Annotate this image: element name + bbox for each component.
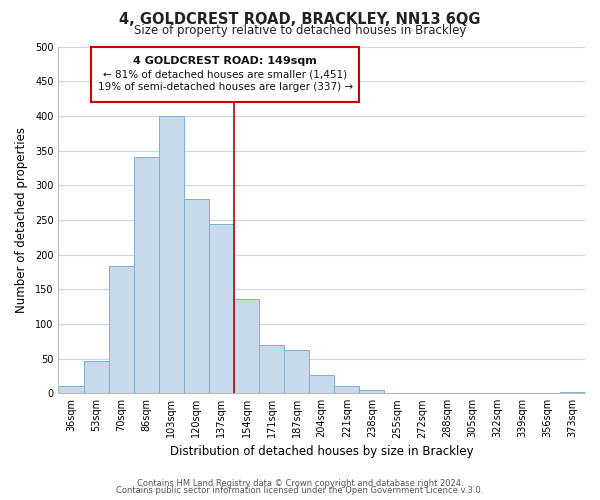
Text: 4, GOLDCREST ROAD, BRACKLEY, NN13 6QG: 4, GOLDCREST ROAD, BRACKLEY, NN13 6QG: [119, 12, 481, 26]
Bar: [234, 299, 259, 393]
Bar: [109, 266, 134, 393]
Bar: [560, 392, 585, 393]
Bar: [284, 350, 309, 393]
X-axis label: Distribution of detached houses by size in Brackley: Distribution of detached houses by size …: [170, 444, 473, 458]
Bar: [58, 386, 83, 393]
Bar: [184, 199, 209, 393]
Text: 19% of semi-detached houses are larger (337) →: 19% of semi-detached houses are larger (…: [98, 82, 353, 92]
Bar: [159, 116, 184, 393]
Bar: [259, 344, 284, 393]
Text: Contains HM Land Registry data © Crown copyright and database right 2024.: Contains HM Land Registry data © Crown c…: [137, 478, 463, 488]
Text: Size of property relative to detached houses in Brackley: Size of property relative to detached ho…: [134, 24, 466, 37]
Bar: [309, 375, 334, 393]
Text: Contains public sector information licensed under the Open Government Licence v.: Contains public sector information licen…: [116, 486, 484, 495]
Bar: [134, 158, 159, 393]
Text: 4 GOLDCREST ROAD: 149sqm: 4 GOLDCREST ROAD: 149sqm: [133, 56, 317, 66]
Bar: [209, 224, 234, 393]
Bar: [359, 390, 385, 393]
Bar: [334, 386, 359, 393]
Text: ← 81% of detached houses are smaller (1,451): ← 81% of detached houses are smaller (1,…: [103, 70, 347, 80]
Bar: [83, 360, 109, 393]
Y-axis label: Number of detached properties: Number of detached properties: [15, 127, 28, 313]
FancyBboxPatch shape: [91, 46, 359, 102]
